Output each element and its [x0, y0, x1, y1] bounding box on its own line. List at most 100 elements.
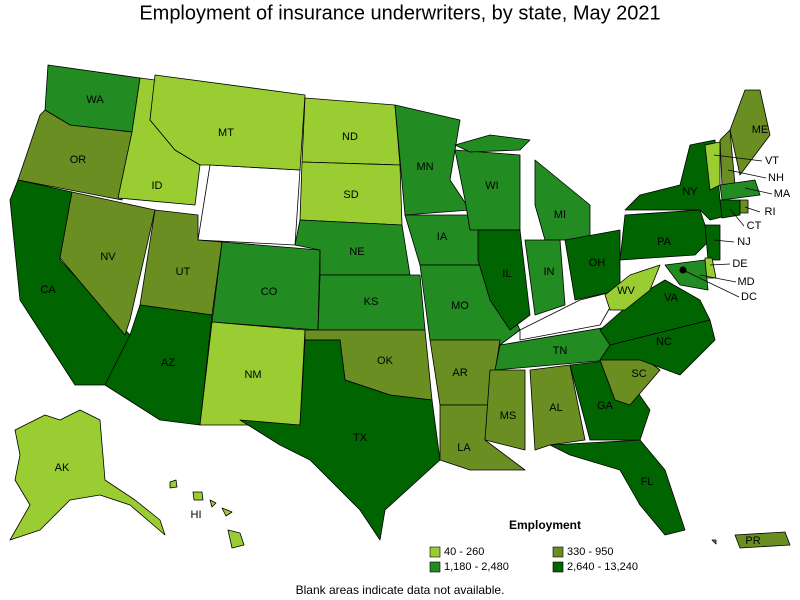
footnote: Blank areas indicate data not available.	[296, 583, 505, 597]
state-shape	[169, 479, 178, 489]
state-shape	[484, 369, 526, 451]
state-label: TX	[353, 432, 368, 444]
state-label: CO	[261, 286, 278, 298]
legend-swatch	[429, 561, 441, 573]
state-label: MS	[500, 410, 517, 422]
state-label: MO	[451, 300, 469, 312]
legend-title: Employment	[509, 518, 581, 532]
state-label: KS	[364, 296, 379, 308]
legend-label: 330 - 950	[567, 546, 613, 558]
state-label: OR	[70, 154, 87, 166]
state-label: CA	[40, 284, 56, 296]
states	[9, 64, 791, 549]
state-label: MI	[554, 209, 566, 221]
state-label: IN	[544, 266, 555, 278]
state-shape	[394, 104, 471, 216]
legend-swatch	[552, 546, 564, 558]
state-label: NM	[244, 369, 261, 381]
state-label: LA	[457, 442, 471, 454]
state-shape	[604, 264, 661, 311]
state-shape	[529, 364, 586, 451]
state-label: ME	[752, 124, 769, 136]
legend-swatch	[429, 546, 441, 558]
legend: 40 - 260 330 - 950 1,180 - 2,480 2,640 - 13…	[429, 546, 638, 573]
state-label: IA	[437, 231, 448, 243]
state-label: GA	[597, 400, 614, 412]
state-label: MD	[737, 276, 754, 288]
state-label: NY	[682, 186, 698, 198]
state-shape	[734, 531, 791, 549]
state-shape	[239, 339, 441, 541]
legend-label: 40 - 260	[444, 546, 484, 558]
state-label: AL	[549, 402, 562, 414]
state-label: TN	[553, 345, 568, 357]
state-shape	[59, 191, 156, 336]
state-shape	[192, 491, 204, 501]
leader-line	[729, 208, 745, 227]
state-shape	[729, 89, 771, 176]
state-shape	[9, 409, 166, 541]
legend-swatch	[552, 561, 564, 573]
state-shape	[549, 439, 686, 536]
legend-label: 1,180 - 2,480	[444, 561, 509, 573]
leader-line	[699, 274, 737, 283]
state-shape	[534, 159, 591, 241]
state-label: AR	[452, 367, 467, 379]
state-label: NH	[768, 172, 784, 184]
state-label: CT	[747, 220, 762, 232]
state-label: VT	[765, 155, 779, 167]
state-label: VA	[664, 292, 679, 304]
state-label: RI	[765, 206, 776, 218]
state-shape	[619, 209, 711, 261]
state-label: OH	[589, 257, 606, 269]
state-label: WA	[86, 94, 104, 106]
leader-line	[744, 206, 761, 213]
leader-line	[727, 169, 767, 179]
map-title: Employment of insurance underwriters, by…	[139, 2, 660, 24]
state-label: MA	[774, 188, 791, 200]
state-label: ID	[152, 180, 163, 192]
state-label: NC	[656, 336, 672, 348]
state-label: NE	[349, 246, 364, 258]
state-label: NV	[100, 251, 116, 263]
leader-line	[713, 154, 763, 162]
state-label: PA	[657, 236, 672, 248]
state-labels: WA OR CA NV ID MT UT AZ CO NM ND SD NE KS OK TX MN IA MO AR…	[40, 94, 791, 547]
state-label: SC	[631, 368, 646, 380]
state-shape	[524, 239, 566, 316]
state-shape	[664, 259, 709, 291]
state-label: HI	[191, 509, 202, 521]
state-label: PR	[745, 535, 760, 547]
state-label: OK	[377, 355, 394, 367]
state-shape	[739, 199, 749, 214]
legend-label: 2,640 - 13,240	[567, 561, 638, 573]
state-shape	[477, 229, 531, 331]
state-label: NJ	[737, 236, 750, 248]
state-label: SD	[343, 189, 358, 201]
state-shape	[704, 224, 721, 261]
state-label: DC	[741, 291, 757, 303]
leader-line	[713, 239, 735, 243]
state-shape	[227, 529, 245, 549]
state-label: WV	[617, 285, 635, 297]
state-label: WI	[485, 180, 498, 192]
state-label: MN	[416, 161, 433, 173]
state-shape	[104, 304, 213, 426]
state-label: UT	[176, 266, 191, 278]
state-shape	[209, 499, 217, 508]
state-label: AZ	[161, 357, 175, 369]
state-label: FL	[641, 476, 654, 488]
state-label: ND	[342, 131, 358, 143]
leader-line	[744, 187, 773, 195]
leader-line	[682, 269, 740, 298]
state-shape	[221, 507, 233, 517]
state-label: AK	[55, 462, 70, 474]
state-shape	[719, 179, 761, 201]
state-label: IL	[502, 268, 511, 280]
state-shape	[17, 109, 133, 201]
state-label: DE	[732, 258, 747, 270]
state-shape	[711, 539, 717, 545]
state-label: MT	[218, 127, 234, 139]
leader-line	[709, 263, 731, 266]
